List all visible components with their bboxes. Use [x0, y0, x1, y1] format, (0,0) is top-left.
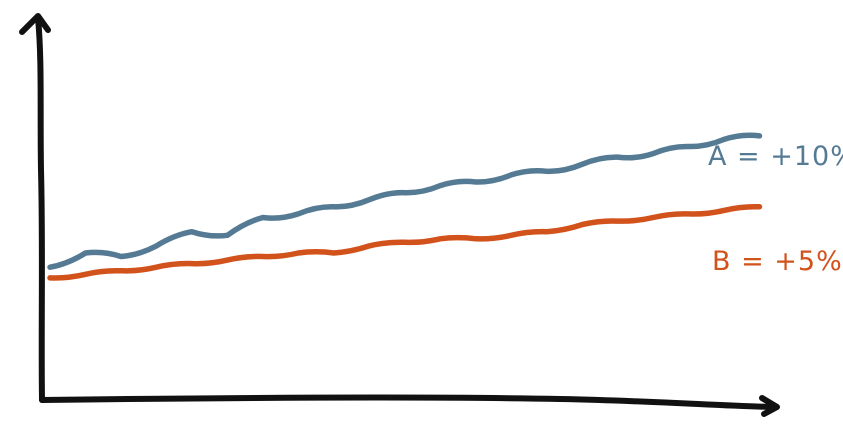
series-a: A = +10%	[47, 132, 843, 270]
y-axis-arrowhead	[19, 13, 51, 35]
series-a-line	[47, 132, 763, 270]
series-b: B = +5%	[47, 203, 843, 281]
series-b-line	[47, 203, 763, 281]
series-b-label: B = +5%	[712, 246, 843, 277]
series-a-label: A = +10%	[708, 141, 843, 172]
y-axis	[35, 15, 45, 403]
chart-axes	[19, 13, 780, 417]
x-axis-arrowhead	[759, 395, 780, 417]
series-layer: A = +10% B = +5%	[47, 132, 843, 281]
x-axis	[39, 394, 778, 410]
